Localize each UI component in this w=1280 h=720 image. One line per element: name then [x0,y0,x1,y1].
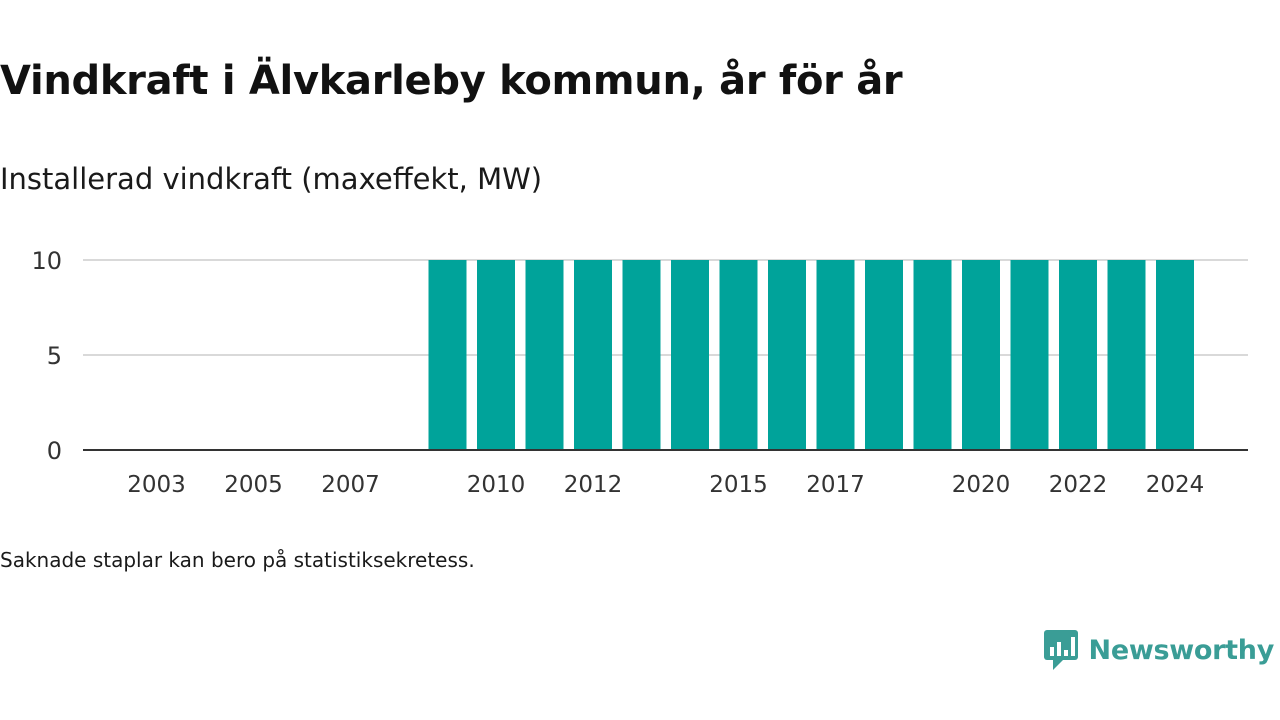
bar-2014 [671,260,709,450]
gridlines [83,259,1248,356]
brand: Newsworthy [1043,628,1274,672]
bar-2015 [719,260,758,450]
bar-2024 [1156,260,1194,450]
bar-2017 [816,260,855,450]
x-tick-label-2010: 2010 [467,472,526,498]
x-tick-label-2005: 2005 [224,472,283,498]
x-tick-label-2024: 2024 [1146,472,1205,498]
x-tick-label-2007: 2007 [321,472,380,498]
chart-title: Vindkraft i Älvkarleby kommun, år för år [0,58,903,104]
bar-chart: 0 5 10 2003 2005 2007 2010 2012 2015 2017 2020 2022… [31,247,1248,498]
footnote: Saknade staplar kan bero på statistiksek… [0,548,475,572]
chart-subtitle: Installerad vindkraft (maxeffekt, MW) [0,162,543,196]
bar-2010 [477,260,515,450]
bar-2020 [962,260,1000,450]
x-tick-label-2020: 2020 [952,472,1011,498]
bar-2011 [525,260,564,450]
y-tick-label-10: 10 [31,247,62,275]
bar-2018 [865,260,903,450]
bar-2019 [913,260,952,450]
y-tick-label-0: 0 [47,437,62,465]
bar-2022 [1059,260,1097,450]
x-tick-label-2003: 2003 [127,472,186,498]
x-tick-label-2017: 2017 [806,472,865,498]
bar-2021 [1010,260,1049,450]
bar-2013 [622,260,661,450]
x-tick-label-2015: 2015 [709,472,768,498]
newsworthy-logo-icon [1043,630,1078,670]
brand-name: Newsworthy [1088,634,1275,666]
x-tick-label-2022: 2022 [1049,472,1108,498]
bar-2023 [1107,260,1146,450]
x-tick-label-2012: 2012 [564,472,623,498]
y-tick-label-5: 5 [47,342,62,370]
axes: 0 5 10 2003 2005 2007 2010 2012 2015 2017 2020 2022… [31,247,1248,498]
bar-2012 [574,260,612,450]
bars [428,260,1194,450]
bar-2009 [428,260,467,450]
bar-2016 [768,260,806,450]
